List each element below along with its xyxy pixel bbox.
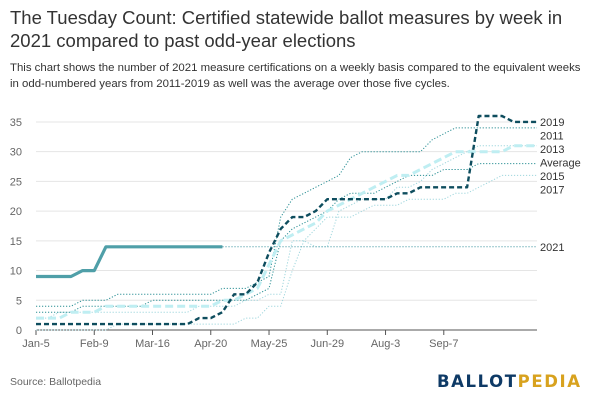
series-label-2021: 2021	[540, 242, 564, 254]
series-label-2015: 2015	[540, 171, 564, 183]
series-line-2011	[36, 127, 537, 307]
chart-subtitle: This chart shows the number of 2021 meas…	[10, 62, 581, 90]
x-tick-label: May-25	[251, 338, 288, 350]
series-line-average	[36, 144, 537, 320]
y-tick-label: 25	[10, 176, 22, 188]
source-note: Source: Ballotpedia	[10, 376, 102, 388]
series-label-2011: 2011	[540, 130, 564, 142]
logo-text-ballot: BALLOT	[437, 372, 518, 391]
y-tick-label: 5	[16, 295, 22, 307]
x-tick-label: Aug-3	[371, 338, 400, 350]
series-label-2017: 2017	[540, 184, 564, 196]
series-label-average: Average	[540, 157, 581, 169]
y-tick-label: 30	[10, 147, 22, 159]
y-tick-label: 0	[16, 325, 22, 337]
x-tick-label: Jan-5	[22, 338, 50, 350]
logo-text-pedia: PEDIA	[517, 372, 582, 391]
x-tick-label: Feb-9	[80, 338, 109, 350]
x-tick-label: Jun-29	[310, 338, 344, 350]
x-tick-label: Mar-16	[135, 338, 170, 350]
chart-title: The Tuesday Count: Certified statewide b…	[10, 7, 563, 51]
x-tick-label: Apr-20	[194, 338, 227, 350]
x-tick-label: Sep-7	[429, 338, 458, 350]
series-line-2019	[36, 114, 537, 326]
series-label-2013: 2013	[540, 144, 564, 156]
series-label-2019: 2019	[540, 117, 564, 129]
series-line-2013	[36, 145, 537, 319]
ballotpedia-logo: BALLOTPEDIA	[437, 372, 582, 391]
y-tick-label: 15	[10, 236, 22, 248]
y-tick-label: 35	[10, 117, 22, 129]
y-tick-label: 10	[10, 266, 22, 278]
series-line-2021	[36, 245, 223, 279]
y-tick-label: 20	[10, 206, 22, 218]
